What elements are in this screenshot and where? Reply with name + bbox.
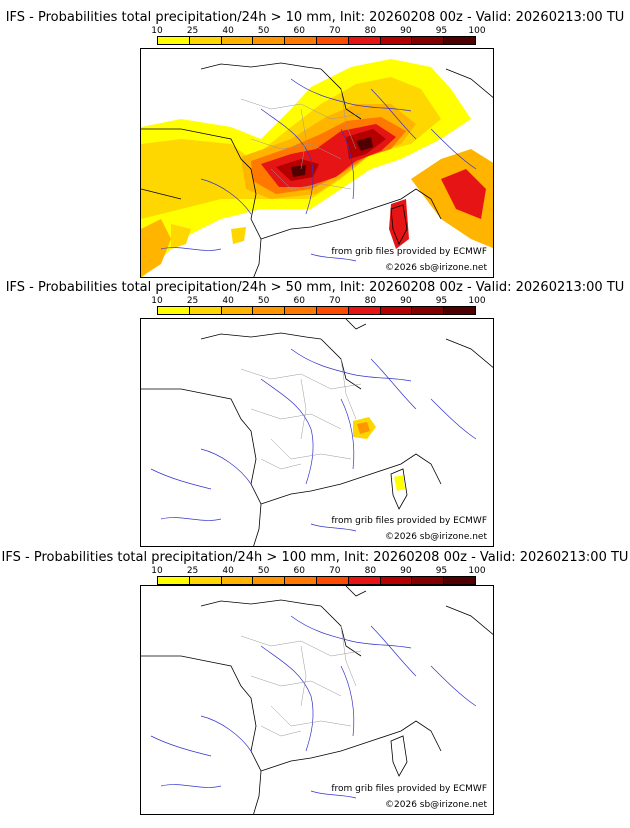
colorbar-segment: [316, 577, 349, 584]
credit-source: from grib files provided by ECMWF: [331, 784, 487, 794]
colorbar-segment: [316, 37, 349, 44]
colorbar-tick-label: 50: [257, 566, 270, 576]
colorbar-tick-label: 100: [468, 26, 486, 36]
colorbar-tick-label: 60: [293, 566, 305, 576]
colorbar-segment: [285, 37, 317, 44]
colorbar-tick-label: 100: [468, 566, 486, 576]
colorbar-tick-label: 25: [186, 566, 199, 576]
colorbar-segment: [316, 307, 349, 314]
colorbar-segment: [221, 37, 254, 44]
borders: [240, 88, 362, 190]
colorbar-segment: [380, 307, 413, 314]
colorbar-tick-label: 60: [293, 26, 305, 36]
map-panel-10mm: IFS - Probabilities total precipitation/…: [0, 0, 630, 278]
colorbar: [157, 36, 476, 45]
colorbar-segment: [158, 37, 190, 44]
colorbar-segment: [348, 577, 381, 584]
colorbar-labels: 10 25 40 50 60 70 80 90 95 100: [151, 26, 485, 36]
credit-copyright: ©2026 sb@irizone.net: [385, 263, 487, 273]
colorbar-segment: [221, 307, 254, 314]
colorbar-tick-label: 80: [364, 26, 377, 36]
probability-map: from grib files provided by ECMWF ©2026 …: [140, 318, 494, 547]
colorbar: [157, 306, 476, 315]
rivers: [150, 348, 477, 532]
panel-title: IFS - Probabilities total precipitation/…: [5, 280, 625, 295]
colorbar-tick-label: 100: [468, 296, 486, 306]
colorbar: [157, 576, 476, 585]
colorbar-tick-label: 95: [435, 296, 448, 306]
colorbar-segment: [380, 577, 413, 584]
map-canvas: [141, 59, 493, 277]
colorbar-segment: [189, 37, 222, 44]
map-canvas: [141, 586, 493, 814]
colorbar-segment: [444, 307, 475, 314]
probability-map: from grib files provided by ECMWF ©2026 …: [140, 48, 494, 278]
credit-source: from grib files provided by ECMWF: [331, 247, 487, 257]
colorbar-tick-label: 60: [293, 296, 305, 306]
map-canvas: [141, 319, 493, 546]
colorbar-segment: [285, 307, 317, 314]
colorbar-segment: [348, 307, 381, 314]
colorbar-segment: [158, 577, 190, 584]
colorbar-tick-label: 90: [400, 296, 412, 306]
coastlines: [141, 62, 493, 277]
coastlines: [141, 319, 493, 546]
credit-source: from grib files provided by ECMWF: [331, 516, 487, 526]
borders: [240, 625, 362, 737]
colorbar-tick-label: 70: [329, 566, 341, 576]
colorbar-tick-label: 50: [257, 26, 270, 36]
panel-title: IFS - Probabilities total precipitation/…: [5, 10, 625, 25]
colorbar-segment: [253, 37, 286, 44]
colorbar-tick-label: 70: [329, 26, 341, 36]
credit-copyright: ©2026 sb@irizone.net: [385, 532, 487, 542]
colorbar-tick-label: 70: [329, 296, 341, 306]
precip-shading: [353, 417, 405, 491]
colorbar-tick-label: 80: [364, 296, 377, 306]
probability-map: from grib files provided by ECMWF ©2026 …: [140, 585, 494, 815]
colorbar-tick-label: 50: [257, 296, 270, 306]
rivers: [150, 615, 477, 799]
borders: [240, 358, 362, 470]
colorbar-tick-label: 25: [186, 26, 199, 36]
colorbar-tick-label: 10: [151, 296, 163, 306]
colorbar-tick-label: 90: [400, 26, 412, 36]
colorbar-segment: [444, 577, 475, 584]
panel-title: IFS - Probabilities total precipitation/…: [1, 550, 629, 565]
colorbar-tick-label: 90: [400, 566, 412, 576]
colorbar-tick-label: 25: [186, 296, 199, 306]
colorbar-segment: [253, 307, 286, 314]
colorbar-tick-label: 40: [222, 566, 234, 576]
coastlines: [141, 586, 493, 814]
colorbar-segment: [380, 37, 413, 44]
credit-copyright: ©2026 sb@irizone.net: [385, 800, 487, 810]
colorbar-segment: [285, 577, 317, 584]
colorbar-tick-label: 10: [151, 26, 163, 36]
colorbar-tick-label: 80: [364, 566, 377, 576]
colorbar-segment: [412, 37, 445, 44]
map-panel-100mm: IFS - Probabilities total precipitation/…: [0, 540, 630, 815]
colorbar-labels: 10 25 40 50 60 70 80 90 95 100: [151, 566, 485, 576]
colorbar-tick-label: 10: [151, 566, 163, 576]
rivers: [160, 78, 477, 262]
colorbar-segment: [253, 577, 286, 584]
colorbar-segment: [158, 307, 190, 314]
colorbar-segment: [189, 307, 222, 314]
colorbar-segment: [221, 577, 254, 584]
colorbar-labels: 10 25 40 50 60 70 80 90 95 100: [151, 296, 485, 306]
map-panel-50mm: IFS - Probabilities total precipitation/…: [0, 270, 630, 547]
colorbar-tick-label: 40: [222, 296, 234, 306]
precip-shading: [141, 59, 493, 277]
colorbar-segment: [189, 577, 222, 584]
colorbar-tick-label: 95: [435, 26, 448, 36]
colorbar-segment: [412, 307, 445, 314]
colorbar-tick-label: 95: [435, 566, 448, 576]
colorbar-segment: [348, 37, 381, 44]
colorbar-segment: [412, 577, 445, 584]
colorbar-tick-label: 40: [222, 26, 234, 36]
colorbar-segment: [444, 37, 475, 44]
